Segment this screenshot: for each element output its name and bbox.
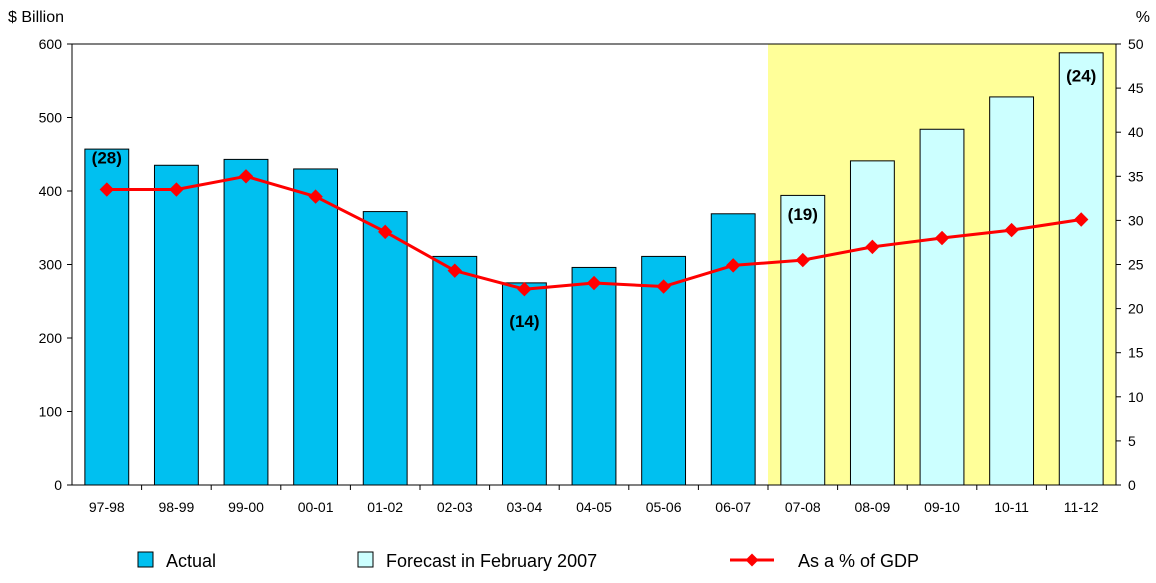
x-tick-label: 08-09 — [854, 499, 890, 515]
bar-05-06 — [641, 255, 687, 486]
x-tick-label: 04-05 — [576, 499, 612, 515]
line-point-05-06 — [656, 279, 671, 294]
y-left-tick-label: 0 — [54, 477, 62, 493]
line-layer — [99, 169, 1089, 297]
line-point-98-99 — [169, 182, 184, 197]
bar-03-04 — [501, 282, 547, 486]
x-tick-label: 05-06 — [646, 499, 682, 515]
legend: Actual Forecast in February 2007 As a % of… — [137, 551, 919, 571]
y-right-tick-label: 15 — [1128, 345, 1144, 361]
y-right-tick-label: 35 — [1128, 168, 1144, 184]
legend-swatch-forecast — [357, 551, 374, 568]
y-left-tick-label: 300 — [39, 257, 63, 273]
x-tick-label: 98-99 — [158, 499, 194, 515]
annotation-03-04: (14) — [509, 312, 539, 331]
line-point-06-07 — [725, 258, 741, 273]
y-right-tick-label: 20 — [1128, 301, 1144, 317]
line-point-02-03 — [447, 263, 463, 278]
bar-97-98 — [84, 148, 130, 486]
bar-01-02 — [362, 211, 408, 486]
y-left-tick-label: 400 — [39, 183, 63, 199]
x-tick-label: 01-02 — [367, 499, 403, 515]
y-axis-right-title: % — [1136, 9, 1150, 26]
bar-98-99 — [153, 164, 199, 486]
legend-swatch-marker — [745, 553, 759, 567]
annotation-11-12: (24) — [1066, 67, 1096, 86]
bar-02-03 — [432, 255, 478, 486]
x-tick-label: 09-10 — [924, 499, 960, 515]
x-tick-label: 07-08 — [785, 499, 821, 515]
x-tick-label: 97-98 — [89, 499, 125, 515]
bars-layer — [84, 52, 1104, 486]
line-point-09-10 — [934, 230, 950, 246]
line-point-04-05 — [586, 275, 602, 291]
annotation-07-08: (19) — [788, 205, 818, 224]
line-point-08-09 — [865, 239, 880, 255]
line-point-99-00 — [238, 169, 254, 184]
y-right-tick-label: 10 — [1128, 389, 1144, 405]
legend-swatch-actual — [137, 551, 154, 568]
y-right-tick-label: 5 — [1128, 433, 1136, 449]
bar-06-07 — [710, 213, 756, 486]
y-left-tick-label: 600 — [39, 36, 63, 52]
bar-11-12 — [1058, 52, 1104, 486]
bar-09-10 — [919, 128, 965, 486]
y-right-tick-label: 25 — [1128, 257, 1144, 273]
bar-07-08 — [780, 194, 826, 486]
legend-label-gdp: As a % of GDP — [798, 551, 919, 571]
x-tick-label: 06-07 — [715, 499, 751, 515]
x-tick-label: 02-03 — [437, 499, 473, 515]
line-point-01-02 — [377, 224, 393, 240]
annotation-97-98: (28) — [92, 149, 122, 168]
x-tick-label: 03-04 — [506, 499, 542, 515]
legend-label-actual: Actual — [166, 551, 216, 571]
y-right-tick-label: 0 — [1128, 477, 1136, 493]
line-point-10-11 — [1004, 222, 1019, 238]
y-left-tick-label: 500 — [39, 110, 63, 126]
x-tick-label: 99-00 — [228, 499, 264, 515]
bar-10-11 — [989, 96, 1035, 486]
x-tick-label: 00-01 — [298, 499, 334, 515]
bar-04-05 — [571, 266, 617, 486]
y-axis-left-title: $ Billion — [8, 9, 64, 26]
axes-layer: $ Billion % 0 100 200 300 400 500 600 0 5 10 15 20 2… — [8, 9, 1150, 515]
x-tick-label: 11-12 — [1064, 499, 1099, 515]
y-right-tick-label: 45 — [1128, 80, 1144, 96]
y-right-tick-label: 30 — [1128, 212, 1144, 228]
line-point-07-08 — [795, 252, 811, 268]
bar-99-00 — [223, 158, 269, 486]
y-left-tick-label: 100 — [39, 404, 63, 420]
annotations-layer: (28) (14) (19) (24) — [92, 67, 1097, 332]
bar-00-01 — [293, 168, 339, 486]
line-point-97-98 — [99, 182, 115, 197]
y-right-tick-label: 50 — [1128, 36, 1144, 52]
line-point-03-04 — [517, 281, 532, 297]
x-tick-label: 10-11 — [994, 499, 1029, 515]
line-point-11-12 — [1073, 212, 1089, 227]
bar-08-09 — [849, 160, 895, 486]
y-right-tick-label: 40 — [1128, 124, 1144, 140]
legend-label-forecast: Forecast in February 2007 — [386, 551, 597, 571]
line-point-00-01 — [308, 189, 323, 204]
y-left-tick-label: 200 — [39, 330, 63, 346]
